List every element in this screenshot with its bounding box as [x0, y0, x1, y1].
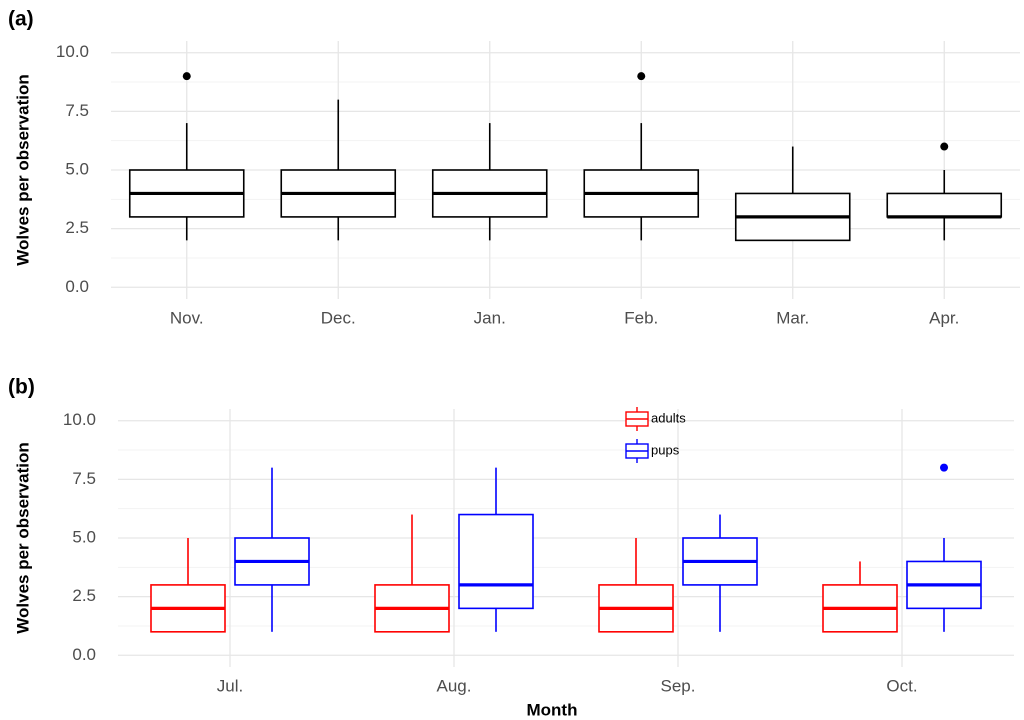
- outlier: [637, 72, 646, 81]
- y-tick-label: 0.0: [72, 645, 96, 664]
- y-tick-label: 10.0: [56, 42, 89, 61]
- y-axis-label: Wolves per observation: [13, 74, 32, 265]
- x-tick-label: Jan.: [474, 308, 506, 327]
- panel-label: (a): [8, 8, 34, 31]
- x-tick-label: Aug.: [437, 676, 472, 695]
- y-axis-label: Wolves per observation: [13, 442, 32, 633]
- y-tick-label: 2.5: [72, 586, 96, 605]
- legend-label: adults: [651, 410, 686, 425]
- x-tick-label: Sep.: [661, 676, 696, 695]
- box: [886, 192, 1003, 218]
- y-tick-label: 7.5: [72, 469, 96, 488]
- x-tick-label: Jul.: [217, 676, 243, 695]
- outlier: [940, 463, 948, 472]
- x-tick-label: Dec.: [321, 308, 356, 327]
- box: [458, 513, 534, 610]
- x-tick-label: Nov.: [170, 308, 204, 327]
- x-tick-label: Feb.: [624, 308, 658, 327]
- x-tick-label: Apr.: [929, 308, 959, 327]
- x-tick-label: Oct.: [886, 676, 917, 695]
- x-axis-label: Month: [527, 700, 578, 719]
- y-tick-label: 7.5: [65, 101, 89, 120]
- outlier: [940, 142, 949, 151]
- legend-label: pups: [651, 442, 680, 457]
- y-tick-label: 2.5: [65, 218, 89, 237]
- y-tick-label: 5.0: [72, 527, 96, 546]
- y-tick-label: 10.0: [63, 410, 96, 429]
- y-tick-label: 0.0: [65, 277, 89, 296]
- panel-label: (b): [8, 376, 35, 399]
- x-tick-label: Mar.: [776, 308, 809, 327]
- y-tick-label: 5.0: [65, 159, 89, 178]
- outlier: [182, 72, 191, 81]
